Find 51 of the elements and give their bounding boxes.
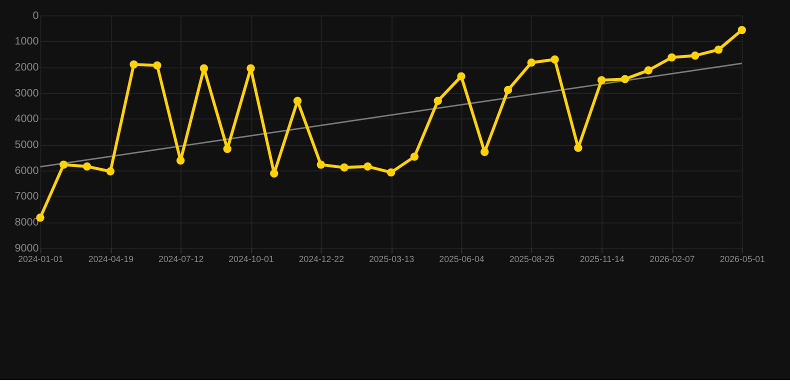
- x-tick-label: 2025-03-13: [368, 254, 414, 264]
- y-tick-label: 4000: [14, 113, 39, 126]
- point: [293, 96, 302, 105]
- x-tick-label: 2025-11-14: [580, 254, 624, 264]
- point: [691, 52, 700, 60]
- x-tick-label: 2026-02-07: [650, 254, 695, 264]
- point: [223, 144, 232, 154]
- point: [738, 26, 746, 34]
- y-tick-label: 0: [32, 10, 39, 22]
- x-tick-label: 2024-01-01: [18, 254, 64, 264]
- point: [200, 64, 208, 72]
- point: [620, 75, 630, 84]
- point: [106, 167, 115, 176]
- point: [364, 162, 372, 171]
- x-tick-label: 2025-06-04: [439, 254, 484, 264]
- point: [153, 61, 162, 70]
- point: [668, 53, 676, 62]
- point: [714, 46, 723, 54]
- point: [457, 72, 466, 80]
- point: [480, 148, 489, 156]
- point: [130, 60, 138, 69]
- x-tick-label: 2024-07-12: [158, 254, 204, 264]
- point: [316, 160, 326, 169]
- y-tick-label: 9000: [14, 242, 39, 254]
- point: [434, 96, 442, 105]
- y-tick-label: 5000: [14, 138, 39, 151]
- x-tick-label: 2024-10-01: [228, 254, 274, 264]
- x-tick-label: 2025-08-25: [509, 254, 555, 264]
- point: [410, 152, 419, 161]
- point: [504, 86, 512, 94]
- x-tick-label: 2024-12-22: [298, 254, 344, 264]
- y-tick-label: 7000: [14, 190, 39, 203]
- y-tick-label: 6000: [14, 164, 39, 177]
- point: [527, 58, 536, 67]
- x-tick-label: 2026-05-01: [720, 254, 766, 264]
- point: [246, 64, 255, 72]
- y-tick-label: 3000: [14, 87, 39, 100]
- point: [550, 55, 559, 64]
- y-tick-label: 8000: [14, 216, 39, 228]
- y-tick-label: 1000: [14, 36, 39, 48]
- point: [386, 168, 396, 177]
- y-tick-label: 2000: [14, 61, 39, 74]
- point: [340, 163, 348, 172]
- x-tick-label: 2024-04-19: [88, 254, 134, 264]
- point: [270, 169, 278, 178]
- point: [82, 162, 92, 171]
- point: [574, 144, 582, 152]
- point: [644, 66, 652, 74]
- point: [597, 76, 606, 84]
- point: [176, 156, 185, 165]
- point: [60, 160, 68, 169]
